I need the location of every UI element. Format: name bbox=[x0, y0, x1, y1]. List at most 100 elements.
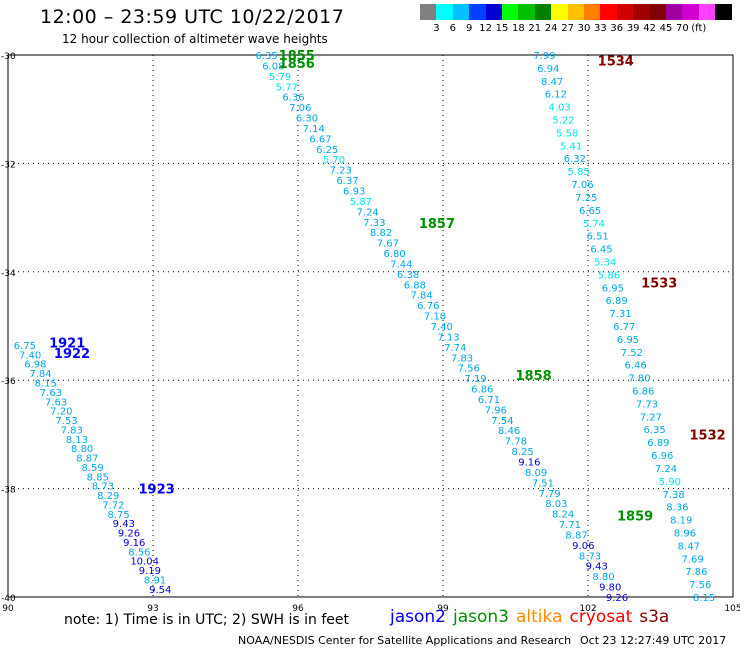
scale-label: 36 bbox=[610, 23, 624, 34]
wave-height-label: 7.40 bbox=[19, 350, 41, 361]
wave-height-label: 8.46 bbox=[498, 426, 520, 437]
wave-height-label: 7.69 bbox=[681, 554, 703, 565]
wave-height-label: 5.79 bbox=[269, 72, 291, 83]
wave-height-label: 6.93 bbox=[343, 187, 365, 198]
wave-height-label: 9.26 bbox=[118, 529, 140, 540]
wave-height-label: 8.56 bbox=[128, 547, 150, 558]
wave-height-label: 7.54 bbox=[491, 416, 513, 427]
wave-height-label: 6.98 bbox=[24, 360, 46, 371]
x-tick-label: 96 bbox=[292, 604, 304, 614]
scale-swatch bbox=[534, 4, 552, 20]
wave-height-label: 8.47 bbox=[678, 541, 700, 552]
wave-height-label: 6.36 bbox=[282, 93, 304, 104]
wave-height-label: 7.78 bbox=[505, 437, 527, 448]
scale-swatch bbox=[420, 4, 437, 20]
wave-height-label: 10.04 bbox=[130, 557, 159, 568]
scale-label: 30 bbox=[577, 23, 591, 34]
plot-frame bbox=[7, 54, 734, 598]
scale-label: (ft) bbox=[691, 23, 707, 34]
wave-height-label: 7.63 bbox=[45, 397, 67, 408]
wave-height-label: 7.80 bbox=[628, 374, 650, 385]
wave-height-label: 5.34 bbox=[594, 257, 616, 268]
wave-height-label: 8.96 bbox=[674, 528, 696, 539]
legend-cryosat: cryosat bbox=[569, 607, 633, 627]
pass-time-label: 1857 bbox=[419, 217, 455, 232]
wave-height-label: 7.31 bbox=[609, 309, 631, 320]
wave-height-label: 9.16 bbox=[518, 458, 540, 469]
wave-height-label: 5.85 bbox=[568, 167, 590, 178]
wave-height-label: 7.40 bbox=[431, 322, 453, 333]
wave-height-label: 8.24 bbox=[552, 510, 574, 521]
note-text: note: 1) Time is in UTC; 2) SWH is in fe… bbox=[64, 612, 350, 628]
wave-height-label: 7.38 bbox=[662, 490, 684, 501]
wave-height-label: 7.63 bbox=[40, 388, 62, 399]
wave-height-label: 7.86 bbox=[685, 567, 707, 578]
wave-height-label: 8.15 bbox=[693, 593, 715, 604]
scale-label: 15 bbox=[495, 23, 509, 34]
pass-time-label: 1534 bbox=[598, 54, 634, 69]
wave-height-label: 5.70 bbox=[323, 155, 345, 166]
wave-height-label: 9.43 bbox=[586, 562, 608, 573]
wave-height-label: 7.83 bbox=[61, 425, 83, 436]
wave-height-label: 8.36 bbox=[666, 503, 688, 514]
x-tick-label: 90 bbox=[2, 604, 14, 614]
wave-height-label: 7.33 bbox=[363, 218, 385, 229]
y-tick-label: -36 bbox=[1, 377, 16, 387]
scale-swatch bbox=[666, 4, 683, 20]
x-tick-label: 99 bbox=[437, 604, 449, 614]
scale-swatch bbox=[715, 4, 733, 20]
wave-height-label: 6.95 bbox=[602, 283, 624, 294]
wave-height-label: 6.86 bbox=[471, 385, 493, 396]
scale-swatch bbox=[698, 4, 716, 20]
wave-height-label: 7.14 bbox=[303, 124, 325, 135]
wave-height-label: 7.06 bbox=[289, 103, 311, 114]
scale-label: 27 bbox=[561, 23, 574, 34]
wave-height-label: 7.56 bbox=[689, 580, 711, 591]
wave-height-label: 8.29 bbox=[97, 491, 119, 502]
wave-height-label: 8.87 bbox=[76, 454, 98, 465]
wave-height-label: 8.47 bbox=[541, 77, 563, 88]
wave-height-label: 7.99 bbox=[533, 51, 555, 62]
scale-swatch bbox=[649, 4, 667, 20]
scale-label: 12 bbox=[479, 23, 492, 34]
timestamp-text: Oct 23 12:27:49 UTC 2017 bbox=[580, 634, 727, 647]
wave-height-label: 7.19 bbox=[464, 374, 486, 385]
credit-text: NOAA/NESDIS Center for Satellite Applica… bbox=[238, 634, 572, 647]
scale-swatch bbox=[682, 4, 700, 20]
legend-jason3: jason3 bbox=[453, 607, 509, 627]
satellite-legend: jason2 jason3 altika cryosat s3a bbox=[390, 607, 676, 627]
wave-height-label: 6.95 bbox=[617, 335, 639, 346]
legend-s3a: s3a bbox=[639, 607, 670, 627]
wave-height-label: 7.27 bbox=[640, 412, 662, 423]
y-tick-label: -40 bbox=[1, 594, 16, 604]
wave-height-label: 5.58 bbox=[556, 128, 578, 139]
wave-height-label: 5.41 bbox=[560, 141, 582, 152]
wave-height-label: 6.77 bbox=[613, 322, 635, 333]
x-tick-label: 102 bbox=[579, 604, 596, 614]
pass-time-label: 1923 bbox=[139, 483, 175, 498]
x-tick-label: 93 bbox=[147, 604, 158, 614]
scale-label: 45 bbox=[659, 23, 673, 34]
wave-height-label: 7.84 bbox=[29, 369, 51, 380]
wave-height-label: 7.24 bbox=[655, 464, 677, 475]
pass-time-label: 1859 bbox=[617, 510, 653, 525]
scale-swatch bbox=[616, 4, 634, 20]
wave-height-label: 8.73 bbox=[92, 482, 114, 493]
wave-height-label: 8.09 bbox=[525, 468, 547, 479]
wave-height-label: 8.85 bbox=[87, 472, 109, 483]
wave-height-label: 8.80 bbox=[71, 444, 93, 455]
wave-height-label: 8.73 bbox=[579, 551, 601, 562]
wave-height-label: 7.25 bbox=[575, 193, 597, 204]
wave-height-label: 7.44 bbox=[390, 259, 412, 270]
wave-height-label: 6.80 bbox=[383, 249, 405, 260]
wave-height-label: 4.03 bbox=[549, 103, 571, 114]
wave-height-label: 7.56 bbox=[458, 364, 480, 375]
wave-height-label: 7.20 bbox=[50, 407, 72, 418]
x-tick-label: 105 bbox=[724, 604, 740, 614]
scale-swatch bbox=[485, 4, 503, 20]
wave-height-label: 5.74 bbox=[583, 219, 605, 230]
wave-height-label: 6.38 bbox=[397, 270, 419, 281]
wave-height-label: 8.82 bbox=[370, 228, 392, 239]
wave-height-label: 6.67 bbox=[309, 134, 331, 145]
scale-label: 6 bbox=[449, 23, 456, 34]
